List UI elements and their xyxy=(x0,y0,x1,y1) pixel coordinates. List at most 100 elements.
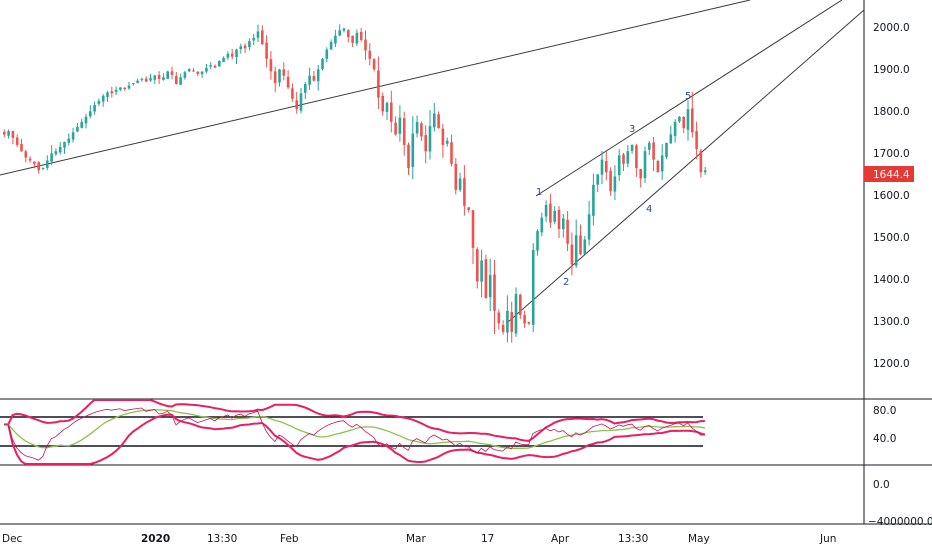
candle-body xyxy=(574,235,578,266)
candle-body xyxy=(669,134,673,144)
candle-body xyxy=(441,128,445,145)
candle-body xyxy=(480,260,483,282)
candle-body xyxy=(50,153,53,162)
candle-body xyxy=(635,145,638,169)
candle-body xyxy=(428,126,432,152)
candle-body xyxy=(493,274,496,311)
candle-body xyxy=(394,122,397,135)
rsi-line xyxy=(4,407,705,461)
candle-body xyxy=(385,102,389,112)
candle-body xyxy=(424,135,427,152)
candle-body xyxy=(660,155,664,172)
price-axis: 2000.0 1900.0 1800.0 1700.0 1600.0 1500.… xyxy=(873,22,910,370)
candle-body xyxy=(67,138,71,143)
candle-body xyxy=(144,78,148,82)
wave-label-2: 2 xyxy=(563,277,569,288)
candle-body xyxy=(179,77,182,85)
candle-body xyxy=(557,209,561,229)
trendlines[interactable] xyxy=(0,0,865,323)
candle-body xyxy=(613,176,617,192)
candle-body xyxy=(596,174,599,185)
candle-body xyxy=(368,50,372,59)
candle-body xyxy=(205,68,208,72)
candle-body xyxy=(364,39,367,51)
candle-body xyxy=(536,231,539,251)
candle-body xyxy=(540,217,544,233)
price-tick-1900: 1900.0 xyxy=(873,64,910,76)
candle-body xyxy=(437,114,440,129)
candle-body xyxy=(7,131,10,136)
volume-tick-zero: 0.0 xyxy=(873,479,890,491)
last-price-badge: 1644.4 xyxy=(864,166,914,182)
candle-body xyxy=(325,49,329,59)
wedge-lower-trendline[interactable] xyxy=(507,9,865,323)
wave-label-1: 1 xyxy=(536,187,542,198)
time-label-may: May xyxy=(688,533,710,545)
candle-body xyxy=(11,131,15,138)
candle-body xyxy=(265,42,268,59)
candles xyxy=(3,24,707,343)
candle-body xyxy=(106,92,109,98)
last-price-badge-bg xyxy=(864,166,914,182)
candle-body xyxy=(656,161,660,173)
price-tick-1400: 1400.0 xyxy=(873,274,910,286)
candle-body xyxy=(304,84,307,93)
candle-body xyxy=(476,249,479,282)
candle-body xyxy=(157,74,161,79)
candle-body xyxy=(454,163,458,190)
candle-body xyxy=(519,294,522,316)
candle-body xyxy=(566,219,569,244)
candle-body xyxy=(699,150,703,173)
price-tick-1600: 1600.0 xyxy=(873,190,910,202)
candle-body xyxy=(553,210,556,222)
candle-body xyxy=(170,71,174,75)
candle-body xyxy=(347,30,350,37)
candle-body xyxy=(639,168,642,179)
candle-body xyxy=(312,75,316,81)
candle-body xyxy=(592,184,595,216)
candle-body xyxy=(609,170,612,192)
candle-body xyxy=(15,137,19,145)
candle-body xyxy=(192,70,195,72)
candle-body xyxy=(703,170,707,173)
candle-body xyxy=(342,28,346,31)
candle-body xyxy=(605,161,608,173)
rsi-tick-40: 40.0 xyxy=(873,433,896,445)
price-tick-1700: 1700.0 xyxy=(873,148,910,160)
rsi-band-lower xyxy=(4,413,706,465)
candle-body xyxy=(626,151,630,164)
candle-body xyxy=(33,161,36,164)
candle-body xyxy=(273,71,277,84)
candle-body xyxy=(531,249,535,325)
candle-body xyxy=(570,244,574,265)
wedge-upper-trendline[interactable] xyxy=(535,0,843,197)
candle-body xyxy=(514,294,518,334)
candle-body xyxy=(20,143,23,152)
candle-body xyxy=(527,321,531,324)
long-term-trendline[interactable] xyxy=(0,0,751,176)
candle-body xyxy=(562,218,565,230)
candle-body xyxy=(114,89,118,93)
candle-body xyxy=(665,142,668,158)
candle-body xyxy=(89,111,92,117)
candle-body xyxy=(316,69,320,82)
candle-body xyxy=(407,144,410,169)
candle-body xyxy=(269,59,273,72)
rsi-ma-line xyxy=(4,409,705,450)
candle-body xyxy=(501,324,505,332)
candle-body xyxy=(450,142,453,164)
candle-body xyxy=(617,155,621,176)
wave-label-3: 3 xyxy=(629,124,635,135)
candle-body xyxy=(686,109,690,130)
rsi-pane: 80.0 40.0 xyxy=(0,399,896,465)
candle-body xyxy=(243,45,247,49)
time-label-1330-jan: 13:30 xyxy=(207,533,237,545)
candle-body xyxy=(123,87,126,90)
candle-body xyxy=(463,178,466,206)
candle-body xyxy=(162,77,165,80)
candle-body xyxy=(149,78,152,81)
candle-body xyxy=(445,140,449,144)
candle-body xyxy=(652,142,655,160)
